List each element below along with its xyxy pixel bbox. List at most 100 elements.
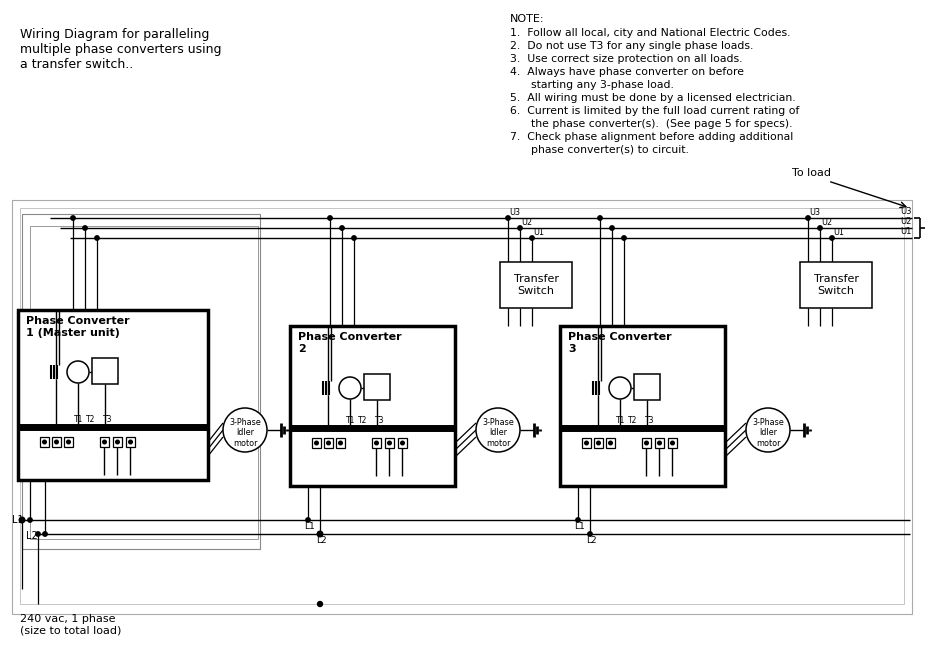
Circle shape: [67, 440, 71, 444]
Text: Transfer
Switch: Transfer Switch: [513, 274, 559, 296]
Bar: [336, 438, 345, 448]
Circle shape: [644, 441, 648, 445]
Circle shape: [327, 215, 332, 220]
Circle shape: [95, 236, 100, 240]
Circle shape: [576, 518, 580, 522]
Circle shape: [609, 441, 612, 445]
Bar: [364, 374, 390, 400]
Bar: [655, 438, 664, 448]
Text: U2: U2: [521, 218, 532, 227]
Circle shape: [746, 408, 790, 452]
Text: U3: U3: [509, 208, 520, 217]
Circle shape: [339, 377, 361, 399]
Text: Wiring Diagram for paralleling
multiple phase converters using
a transfer switch: Wiring Diagram for paralleling multiple …: [20, 28, 221, 71]
Bar: [113, 437, 122, 447]
Circle shape: [67, 361, 89, 383]
Bar: [372, 438, 381, 448]
Circle shape: [588, 532, 592, 536]
Bar: [40, 437, 49, 447]
Text: U2: U2: [821, 218, 832, 227]
Bar: [594, 438, 603, 448]
Circle shape: [43, 532, 47, 536]
Text: 3-Phase
Idler
motor: 3-Phase Idler motor: [482, 418, 514, 448]
Bar: [324, 438, 333, 448]
Bar: [385, 438, 394, 448]
Circle shape: [102, 440, 106, 444]
Text: U1: U1: [833, 228, 844, 237]
Text: 3.  Use correct size protection on all loads.: 3. Use correct size protection on all lo…: [510, 54, 742, 64]
Circle shape: [55, 440, 59, 444]
Bar: [92, 358, 118, 384]
Circle shape: [658, 441, 661, 445]
Circle shape: [598, 215, 603, 220]
Circle shape: [610, 226, 614, 230]
Text: T2: T2: [358, 416, 367, 425]
Bar: [312, 438, 321, 448]
Circle shape: [518, 226, 523, 230]
Text: 1.  Follow all local, city and National Electric Codes.: 1. Follow all local, city and National E…: [510, 28, 790, 38]
Text: 7.  Check phase alignment before adding additional: 7. Check phase alignment before adding a…: [510, 132, 793, 142]
Text: 3-Phase
Idler
motor: 3-Phase Idler motor: [229, 418, 261, 448]
Text: L2: L2: [26, 531, 38, 541]
Text: L2: L2: [316, 536, 326, 545]
Bar: [64, 437, 73, 447]
Circle shape: [352, 236, 356, 240]
Circle shape: [805, 215, 810, 220]
Bar: [642, 438, 651, 448]
Text: Phase Converter
3: Phase Converter 3: [568, 332, 671, 354]
Text: U2: U2: [900, 217, 911, 226]
Circle shape: [43, 440, 47, 444]
Circle shape: [314, 441, 318, 445]
Text: 2.  Do not use T3 for any single phase loads.: 2. Do not use T3 for any single phase lo…: [510, 41, 753, 51]
Circle shape: [388, 441, 392, 445]
Circle shape: [375, 441, 379, 445]
Bar: [634, 374, 660, 400]
Circle shape: [597, 441, 600, 445]
Bar: [290, 326, 455, 486]
Circle shape: [317, 531, 323, 537]
Text: Phase Converter
2: Phase Converter 2: [298, 332, 402, 354]
Text: starting any 3-phase load.: starting any 3-phase load.: [510, 80, 674, 90]
Text: 3-Phase
Idler
motor: 3-Phase Idler motor: [752, 418, 784, 448]
Circle shape: [530, 236, 534, 240]
Text: T1: T1: [74, 415, 84, 424]
Text: NOTE:: NOTE:: [510, 14, 544, 24]
Circle shape: [71, 215, 75, 220]
Text: T3: T3: [375, 416, 384, 425]
Circle shape: [223, 408, 267, 452]
Circle shape: [585, 441, 589, 445]
Bar: [20, 208, 904, 604]
Bar: [560, 326, 725, 486]
Text: T3: T3: [645, 416, 655, 425]
Bar: [22, 214, 260, 549]
Circle shape: [339, 226, 344, 230]
Circle shape: [326, 441, 330, 445]
Circle shape: [476, 408, 520, 452]
Bar: [52, 437, 61, 447]
Text: T1: T1: [616, 416, 625, 425]
Text: 240 vac, 1 phase
(size to total load): 240 vac, 1 phase (size to total load): [20, 614, 122, 635]
Circle shape: [115, 440, 119, 444]
Text: the phase converter(s).  (See page 5 for specs).: the phase converter(s). (See page 5 for …: [510, 119, 792, 129]
Text: Phase Converter
1 (Master unit): Phase Converter 1 (Master unit): [26, 316, 129, 337]
Circle shape: [817, 226, 822, 230]
Text: T3: T3: [103, 415, 113, 424]
Bar: [398, 438, 407, 448]
Text: phase converter(s) to circuit.: phase converter(s) to circuit.: [510, 145, 689, 155]
Circle shape: [317, 601, 323, 607]
Text: T1: T1: [346, 416, 355, 425]
Bar: [18, 310, 208, 480]
Bar: [500, 262, 572, 308]
Text: L1: L1: [12, 515, 23, 525]
Text: To load: To load: [792, 168, 831, 178]
Bar: [606, 438, 615, 448]
Text: 6.  Current is limited by the full load current rating of: 6. Current is limited by the full load c…: [510, 106, 800, 116]
Circle shape: [622, 236, 626, 240]
Bar: [668, 438, 677, 448]
Text: 5.  All wiring must be done by a licensed electrician.: 5. All wiring must be done by a licensed…: [510, 93, 796, 103]
Circle shape: [83, 226, 87, 230]
Text: U3: U3: [809, 208, 820, 217]
Text: L1: L1: [574, 522, 585, 531]
Text: Transfer
Switch: Transfer Switch: [814, 274, 858, 296]
Circle shape: [35, 532, 40, 536]
